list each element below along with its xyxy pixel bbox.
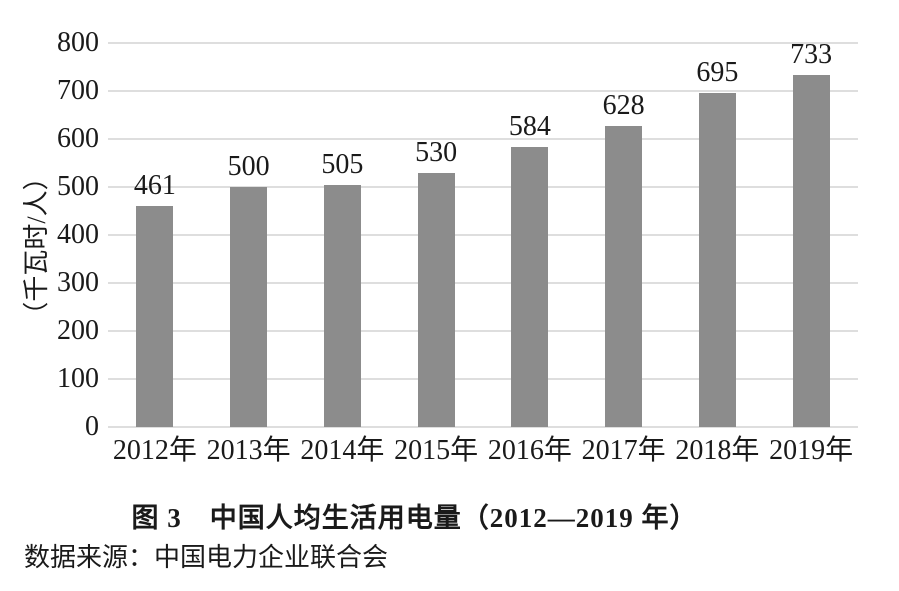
bar — [323, 184, 361, 427]
y-tick-label: 400 — [57, 219, 99, 250]
gridline — [108, 234, 858, 236]
y-tick-label: 700 — [57, 75, 99, 106]
gridline — [108, 330, 858, 332]
bar-slot: 695 — [671, 59, 765, 427]
bar — [511, 146, 549, 427]
x-axis-labels: 2012年 2013年 2014年 2015年 2016年 2017年 2018年 2019年 — [108, 436, 858, 466]
bar — [230, 187, 268, 427]
bar-slot: 500 — [202, 153, 296, 427]
x-tick-label: 2014年 — [300, 435, 385, 466]
bar — [136, 205, 174, 427]
figure-caption: 图 3 中国人均生活用电量（2012—2019 年） — [131, 503, 698, 533]
data-source: 数据来源：中国电力企业联合会 — [24, 543, 389, 572]
bar-value-label: 500 — [227, 151, 270, 182]
gridlines — [108, 42, 858, 428]
bar-slot: 461 — [108, 169, 202, 427]
bar-slot: 628 — [577, 89, 671, 427]
bar-slot: 505 — [296, 148, 390, 427]
x-tick-label: 2017年 — [581, 435, 666, 466]
bar — [698, 93, 736, 427]
bar-value-label: 530 — [415, 136, 458, 168]
y-tick-label: 0 — [85, 411, 99, 442]
bar — [792, 75, 830, 427]
x-tick-label: 2012年 — [112, 435, 197, 466]
bar-slot: 733 — [764, 41, 858, 427]
bar-slot: 530 — [389, 136, 483, 427]
y-tick-label: 500 — [57, 171, 99, 202]
gridline — [108, 90, 858, 92]
y-tick-label: 100 — [57, 363, 99, 394]
y-tick-label: 200 — [57, 315, 99, 346]
bar — [417, 172, 455, 427]
bar-value-label: 505 — [321, 148, 364, 180]
y-tick-label: 800 — [57, 27, 99, 58]
gridline — [108, 378, 858, 380]
gridline — [108, 138, 858, 140]
bar-value-label: 695 — [696, 57, 739, 89]
bars: 461 500 505 530 584 628 695 733 — [108, 41, 858, 427]
gridline — [108, 42, 858, 44]
y-tick-label: 300 — [57, 267, 99, 298]
bar-slot: 584 — [483, 110, 577, 427]
bar — [605, 125, 643, 427]
gridline — [108, 282, 858, 284]
bar-value-label: 584 — [508, 110, 551, 142]
x-tick-label: 2019年 — [769, 435, 854, 466]
y-tick-label: 600 — [57, 123, 99, 154]
x-tick-label: 2018年 — [675, 435, 760, 466]
x-tick-label: 2013年 — [206, 435, 291, 466]
gridline — [108, 186, 858, 188]
x-tick-label: 2015年 — [394, 435, 479, 466]
bar-value-label: 628 — [602, 89, 645, 121]
gridline — [108, 426, 858, 428]
x-tick-label: 2016年 — [487, 435, 572, 466]
bar-value-label: 461 — [133, 169, 176, 201]
plot-area: 461 500 505 530 584 628 695 733 — [108, 41, 858, 428]
bar-value-label: 733 — [790, 39, 833, 71]
